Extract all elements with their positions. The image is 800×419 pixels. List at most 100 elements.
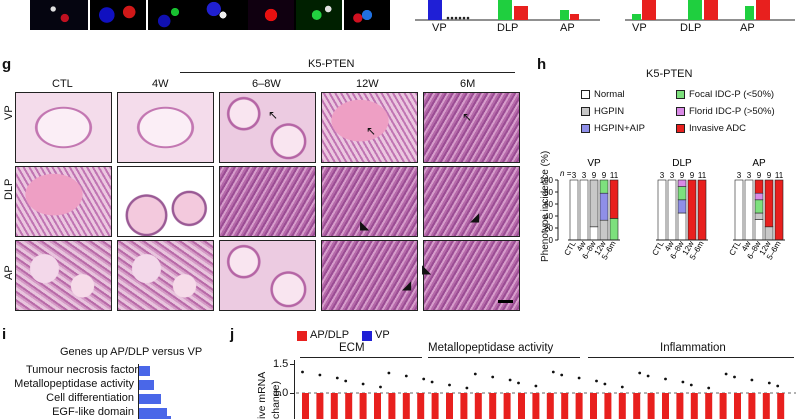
j-bar xyxy=(518,393,525,419)
h-subchart-title: DLP xyxy=(672,158,692,169)
j-point xyxy=(646,374,650,378)
legend-swatch-invasive-adc xyxy=(676,124,685,133)
j-bar xyxy=(417,393,425,419)
legend-swatch-focal-idc-p xyxy=(676,90,685,99)
i-bar xyxy=(139,380,154,390)
legend-label: HGPIN+AIP xyxy=(594,123,645,134)
scale-bar xyxy=(498,300,513,303)
i-bar xyxy=(139,366,150,376)
h-bar-segment xyxy=(569,179,579,241)
h-bar-segment xyxy=(609,179,619,219)
h-bar-segment xyxy=(687,179,697,241)
histo-vp-ctl xyxy=(15,92,112,163)
h-bar-segment xyxy=(599,179,609,194)
i-term-label: EGF-like domain xyxy=(52,406,134,418)
j-ylabel: change) xyxy=(270,381,282,419)
j-point xyxy=(379,385,382,389)
j-bar xyxy=(532,393,540,419)
h-bar-segment xyxy=(764,226,774,241)
h-bar-segment xyxy=(599,192,609,221)
h-y-tick-label: 100 xyxy=(540,176,554,185)
top-bar-ap-red xyxy=(570,14,579,20)
h-n-label: n = xyxy=(560,169,572,178)
h-bar-segment xyxy=(754,179,764,194)
h-y-tick-label: 20 xyxy=(544,224,553,233)
g-col-label: CTL xyxy=(52,78,73,90)
top-bar-dlp-green xyxy=(498,0,512,20)
j-axis xyxy=(294,360,295,419)
j-bar xyxy=(302,393,309,419)
g-row-label: DLP xyxy=(3,178,15,200)
j-point xyxy=(664,377,667,381)
i-term-label: Cell differentiation xyxy=(46,392,134,404)
panel-letter-g: g xyxy=(2,56,12,73)
top-x-label: DLP xyxy=(680,22,702,34)
h-bar-segment xyxy=(589,179,599,228)
h-bar-segment xyxy=(677,179,687,187)
h-n-value: 9 xyxy=(592,171,597,180)
j-point xyxy=(473,372,477,376)
j-bar xyxy=(561,393,569,419)
j-ytick: 1.0 xyxy=(273,387,289,399)
h-bar-segment xyxy=(744,179,754,241)
j-bar xyxy=(489,393,497,419)
j-point xyxy=(430,380,434,384)
h-n-value: 9 xyxy=(767,171,772,180)
i-term-label: Tumour necrosis factor xyxy=(26,364,139,376)
j-bar xyxy=(690,393,698,419)
j-point xyxy=(767,381,771,385)
arrow-icon: ↖ xyxy=(268,108,279,122)
h-bar-segment xyxy=(754,199,764,214)
h-n-value: 9 xyxy=(757,171,762,180)
h-bar-segment xyxy=(677,199,687,214)
g-col-label: 6–8W xyxy=(252,78,281,90)
histo-ap-6-8w xyxy=(219,240,316,311)
arrow-icon: ↖ xyxy=(462,110,473,124)
legend-swatch-normal xyxy=(581,90,590,99)
h-n-value: 3 xyxy=(572,171,577,180)
h-n-value: 9 xyxy=(602,171,607,180)
j-point xyxy=(733,375,736,379)
legend-label: Normal xyxy=(594,89,625,100)
g-col-label: 12W xyxy=(356,78,379,90)
j-bar xyxy=(388,393,396,419)
g-col-label: 6M xyxy=(460,78,476,90)
j-point xyxy=(448,383,451,387)
j-point xyxy=(595,379,598,383)
j-bar xyxy=(431,393,439,419)
j-point xyxy=(724,372,728,376)
j-point xyxy=(508,378,512,382)
j-legend-swatch-ap-dlp xyxy=(297,331,307,341)
j-bar xyxy=(316,393,324,419)
j-bar xyxy=(662,393,669,419)
j-bar xyxy=(604,393,612,419)
j-point xyxy=(603,382,607,386)
top-bar-vp2-green xyxy=(632,14,641,20)
h-y-tick-label: 80 xyxy=(544,188,553,197)
j-legend-swatch-vp xyxy=(362,331,372,341)
j-point xyxy=(560,373,564,377)
h-bar-segment xyxy=(697,179,707,241)
j-bar xyxy=(705,393,713,419)
arrowhead-icon: ◣ xyxy=(360,218,370,232)
j-group-line-ecm xyxy=(300,357,422,358)
histo-dlp-6-8w xyxy=(219,166,316,237)
j-point xyxy=(707,386,711,390)
j-bar xyxy=(402,393,410,419)
histo-vp-6-8w xyxy=(219,92,316,163)
h-bar-segment xyxy=(667,179,677,241)
top-bar-dlp-red xyxy=(514,6,528,20)
j-point xyxy=(750,378,754,382)
j-bar xyxy=(374,393,381,419)
histo-ap-6m xyxy=(423,240,520,311)
h-bar-segment xyxy=(754,219,764,241)
h-bar-segment xyxy=(734,179,744,241)
histo-dlp-6m xyxy=(423,166,520,237)
g-row-label: VP xyxy=(3,105,15,120)
j-point xyxy=(335,376,339,380)
histo-vp-6m xyxy=(423,92,520,163)
j-point xyxy=(517,381,520,385)
j-bar xyxy=(719,393,727,419)
arrowhead-icon: ◢ xyxy=(470,210,480,224)
